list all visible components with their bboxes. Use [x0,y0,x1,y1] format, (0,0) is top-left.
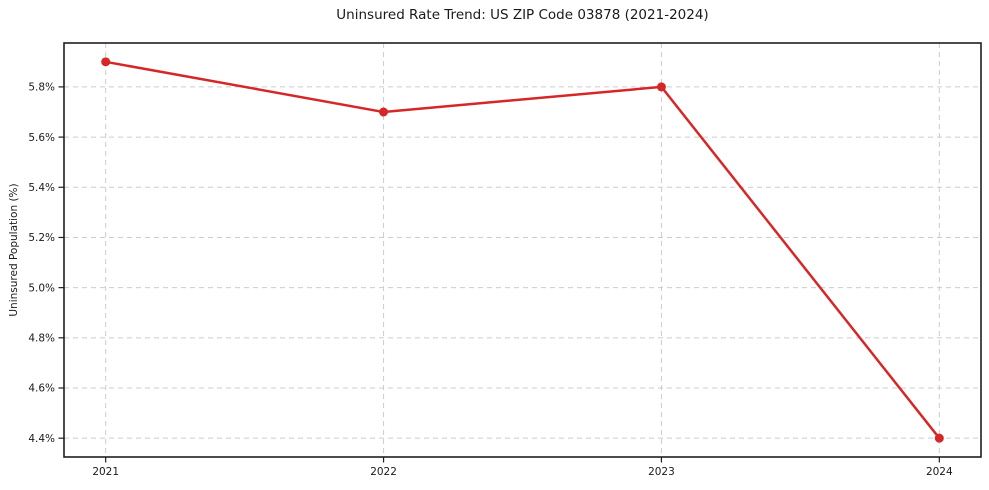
data-point-2023 [656,82,666,92]
x-tick-label: 2021 [92,466,119,478]
y-tick-label: 5.2% [28,232,55,244]
plot-border [63,42,982,458]
gridlines [64,43,981,457]
y-tick-label: 4.6% [28,383,55,395]
y-tick-label: 5.4% [28,182,55,194]
data-point-2021 [101,57,111,67]
data-point-2022 [379,107,389,117]
data-point-2024 [934,433,944,443]
x-tick-label: 2024 [926,466,953,478]
axis-tick-labels: 4.4% 4.6% 4.8% 5.0% 5.2% 5.4% 5.6% 5.8% 2021 2022… [28,82,953,478]
y-tick-label: 5.6% [28,132,55,144]
y-tick-label: 5.0% [28,282,55,294]
chart-title: Uninsured Rate Trend: US ZIP Code 03878 … [336,7,709,23]
y-tick-label: 4.4% [28,433,55,445]
y-tick-label: 4.8% [28,333,55,345]
x-tick-label: 2023 [648,466,675,478]
x-tick-label: 2022 [370,466,397,478]
axis-ticks [58,86,940,463]
trend-line [104,60,941,440]
y-tick-label: 5.8% [28,82,55,94]
y-axis-label: Uninsured Population (%) [8,183,20,317]
